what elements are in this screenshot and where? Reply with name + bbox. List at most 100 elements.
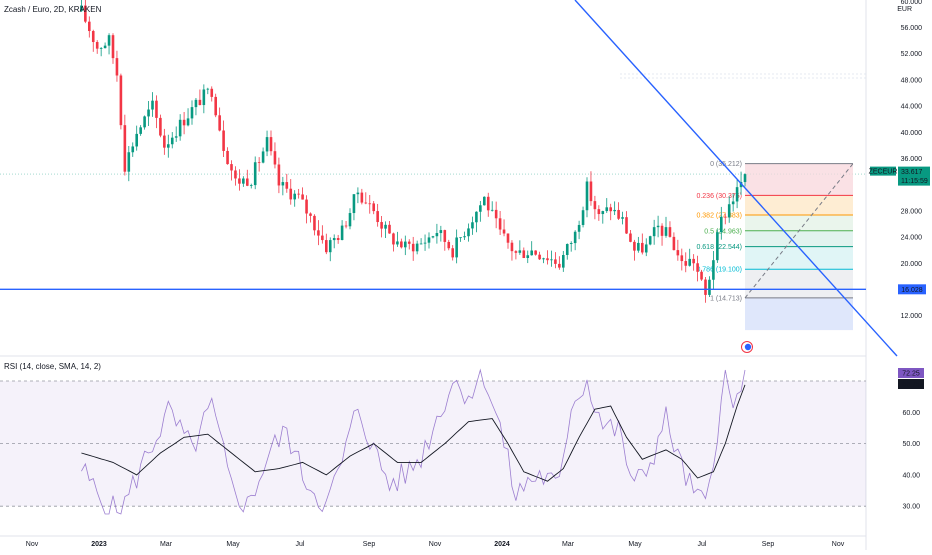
- candle-body-60: [317, 230, 320, 236]
- rsi-tick-40: 40.00: [902, 472, 920, 479]
- candle-body-128: [585, 181, 589, 211]
- candle-body-145: [652, 227, 656, 237]
- candle-body-141: [637, 242, 640, 251]
- candle-body-30: [198, 99, 202, 106]
- candle-body-76: [380, 222, 383, 229]
- candle-body-14: [135, 133, 138, 147]
- candle-body-163: [723, 216, 727, 218]
- candle-body-39: [234, 170, 237, 179]
- candle-body-63: [328, 240, 332, 253]
- fib-label-0.5: 0.5 (24.963): [704, 228, 742, 235]
- candle-body-78: [388, 224, 391, 234]
- candle-body-140: [633, 241, 636, 251]
- candle-body-161: [716, 232, 719, 261]
- candle-body-13: [131, 146, 135, 153]
- fib-anchor-inner[interactable]: [744, 343, 752, 351]
- candle-body-113: [526, 255, 530, 259]
- rsi-badge-value: 72.25: [902, 371, 920, 378]
- candle-body-33: [210, 88, 214, 97]
- price-tick-28: 28.000: [901, 208, 923, 215]
- candle-body-142: [641, 242, 644, 253]
- drawn-lines[interactable]: [0, 0, 898, 357]
- candle-body-74: [372, 203, 375, 212]
- price-tick-44: 44.000: [901, 104, 923, 111]
- candle-body-9: [115, 58, 119, 76]
- candle-body-138: [625, 217, 628, 234]
- time-tick-Sep-5: Sep: [363, 541, 376, 548]
- candle-body-35: [218, 115, 221, 131]
- price-tick-60: 60.000: [901, 0, 923, 6]
- candle-body-17: [147, 109, 150, 117]
- candle-body-90: [435, 233, 439, 237]
- fibonacci-retracement[interactable]: 0 (35.212) 0.236 (30.375) 0.382 (27.383) 0.…: [696, 161, 854, 353]
- candle-body-115: [534, 250, 537, 255]
- candle-body-36: [222, 130, 225, 151]
- candle-body-165: [731, 201, 735, 205]
- candle-body-157: [700, 271, 703, 280]
- candle-body-97: [463, 236, 466, 238]
- fib-zone-extension: [745, 297, 853, 331]
- candle-body-16: [143, 116, 146, 128]
- rsi-pane: [0, 368, 866, 515]
- fib-zone-2: [745, 214, 853, 231]
- price-tick-40: 40.000: [901, 130, 923, 137]
- candle-body-155: [692, 258, 695, 264]
- candle-body-80: [396, 241, 399, 245]
- candle-body-62: [325, 240, 328, 253]
- candle-body-6: [103, 45, 107, 49]
- symbol-badge-bg: [870, 166, 896, 176]
- price-candles: [80, 0, 747, 303]
- candle-body-88: [427, 237, 431, 243]
- candle-body-44: [253, 162, 257, 186]
- candle-body-154: [688, 258, 691, 266]
- rsi-title: RSI (14, close, SMA, 14, 2): [4, 362, 101, 371]
- candle-body-40: [238, 178, 241, 184]
- candle-body-34: [214, 96, 217, 116]
- candle-body-152: [680, 255, 684, 262]
- candle-body-98: [467, 228, 470, 237]
- rsi-sma-badge-bg: [898, 379, 924, 389]
- candle-body-156: [696, 263, 699, 272]
- candle-body-133: [605, 207, 609, 212]
- candle-body-77: [384, 224, 387, 229]
- price-tick-24: 24.000: [901, 235, 923, 242]
- candle-body-20: [159, 117, 162, 136]
- rsi-sma-badge-value: 68.75: [902, 382, 920, 389]
- rsi-badge-bg: [898, 368, 924, 378]
- candle-body-105: [494, 209, 498, 219]
- candle-body-107: [502, 229, 506, 234]
- candle-body-70: [356, 192, 360, 195]
- candle-body-95: [455, 237, 458, 258]
- candle-body-160: [712, 260, 715, 280]
- candle-body-108: [506, 233, 510, 243]
- candle-body-45: [257, 162, 261, 164]
- candle-body-68: [348, 213, 352, 227]
- time-tick-May-9: May: [628, 541, 642, 548]
- candle-body-94: [451, 248, 454, 258]
- candle-body-148: [664, 227, 668, 236]
- rsi-tick-50: 50.00: [902, 441, 920, 448]
- candle-body-111: [518, 250, 522, 253]
- candle-body-129: [589, 181, 593, 202]
- candle-body-102: [483, 196, 486, 206]
- descending-trendline[interactable]: [574, 0, 898, 357]
- candle-body-158: [704, 279, 707, 295]
- candle-body-116: [538, 254, 541, 260]
- candle-body-151: [676, 250, 680, 256]
- candle-body-84: [411, 243, 415, 252]
- candle-body-5: [99, 48, 103, 49]
- candle-body-122: [562, 254, 565, 268]
- candle-body-162: [720, 216, 723, 233]
- rsi-tick-30: 30.00: [902, 504, 920, 511]
- candle-body-10: [119, 75, 123, 126]
- candle-body-164: [727, 204, 731, 218]
- candle-body-69: [352, 194, 356, 214]
- candle-body-23: [170, 137, 174, 145]
- candle-body-93: [447, 241, 451, 249]
- candle-body-104: [490, 209, 494, 211]
- candle-body-4: [95, 42, 99, 49]
- candle-body-124: [569, 243, 573, 245]
- candle-body-50: [277, 164, 281, 186]
- candle-body-64: [332, 238, 336, 241]
